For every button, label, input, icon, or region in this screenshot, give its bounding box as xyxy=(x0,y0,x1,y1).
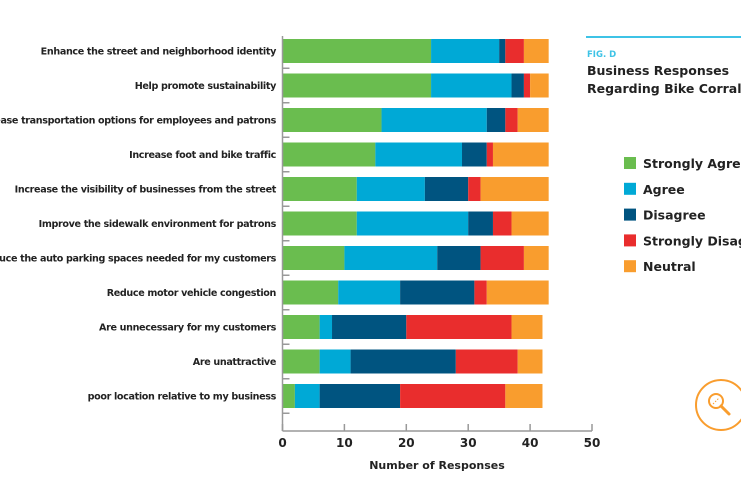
category-label: ease transportation options for employee… xyxy=(0,116,277,127)
bar-segment-strongly-agree xyxy=(282,177,357,201)
bar-segment-agree xyxy=(319,349,351,374)
bar-segment-strongly-agree xyxy=(282,280,339,305)
bar-segment-neutral xyxy=(517,349,543,374)
bar-segment-disagree xyxy=(350,349,456,374)
legend-label: Disagree xyxy=(643,208,706,223)
bar-segment-neutral xyxy=(523,246,549,270)
bars xyxy=(282,39,549,408)
bar-segment-agree xyxy=(431,39,500,63)
bar-segment-strongly-agree xyxy=(282,73,432,98)
bar-segment-agree xyxy=(319,315,333,339)
bar-segment-agree xyxy=(375,142,463,167)
bar-segment-neutral xyxy=(511,211,549,236)
category-label: Are unattractive xyxy=(193,357,277,368)
bar-segment-agree xyxy=(344,246,438,270)
bar-segment-agree xyxy=(356,177,425,201)
bar-segment-disagree xyxy=(424,177,469,201)
bar-segment-neutral xyxy=(486,280,549,305)
category-label: Enhance the street and neighborhood iden… xyxy=(41,47,277,58)
category-label: educe the auto parking spaces needed for… xyxy=(0,254,277,265)
bar-segment-disagree xyxy=(511,73,524,98)
bar-segment-agree xyxy=(338,280,401,305)
bar-segment-strongly-agree xyxy=(282,142,376,167)
bar-segment-strongly-disagree xyxy=(400,384,506,408)
legend-label: Strongly Disagree xyxy=(643,233,741,248)
bar-segment-disagree xyxy=(462,142,487,167)
bar-segment-strongly-disagree xyxy=(468,177,481,201)
bar-segment-disagree xyxy=(486,108,506,132)
bar-segment-disagree xyxy=(319,384,401,408)
magnifier-icon[interactable] xyxy=(695,379,741,431)
bar-segment-strongly-agree xyxy=(282,384,295,408)
legend-label: Agree xyxy=(643,182,685,197)
bar-segment-strongly-agree xyxy=(282,246,345,270)
x-tick-label: 0 xyxy=(278,436,286,450)
bar-segment-strongly-disagree xyxy=(474,280,487,305)
bar-segment-disagree xyxy=(499,39,506,63)
bar-segment-disagree xyxy=(400,280,475,305)
bar-segment-neutral xyxy=(517,108,549,132)
category-label: Increase the visibility of businesses fr… xyxy=(15,185,277,196)
legend-swatch xyxy=(624,182,636,195)
bar-segment-strongly-agree xyxy=(282,211,357,236)
x-tick-label: 40 xyxy=(522,436,539,450)
category-label: Improve the sidewalk environment for pat… xyxy=(39,219,277,230)
category-label: poor location relative to my business xyxy=(88,392,277,403)
bar-segment-disagree xyxy=(468,211,493,236)
bar-segment-neutral xyxy=(480,177,549,201)
bar-segment-strongly-disagree xyxy=(492,211,512,236)
category-label: Increase foot and bike traffic xyxy=(129,150,277,161)
category-label: Are unnecessary for my customers xyxy=(99,323,277,334)
x-axis-label: Number of Responses xyxy=(369,459,505,472)
x-tick-label: 50 xyxy=(584,436,601,450)
x-axis: 0 10 20 30 40 50 xyxy=(278,36,600,450)
legend: Strongly Agree Agree Disagree Strongly Disa… xyxy=(624,156,741,274)
legend-label: Strongly Agree xyxy=(643,156,741,171)
bar-segment-neutral xyxy=(505,384,543,408)
category-label: Reduce motor vehicle congestion xyxy=(107,288,277,299)
category-label: Help promote sustainability xyxy=(135,81,277,92)
bar-segment-neutral xyxy=(511,315,543,339)
chart-title-line1: Business Responses xyxy=(587,63,729,78)
bar-segment-disagree xyxy=(332,315,407,339)
bar-segment-agree xyxy=(356,211,469,236)
legend-swatch xyxy=(624,208,636,221)
figure-label: FIG. D xyxy=(587,50,616,60)
chart-title-line2: Regarding Bike Corral xyxy=(587,81,741,96)
bar-segment-strongly-disagree xyxy=(406,315,512,339)
legend-swatch xyxy=(624,260,636,273)
bar-segment-agree xyxy=(381,108,487,132)
bar-segment-strongly-disagree xyxy=(455,349,518,374)
bar-segment-disagree xyxy=(437,246,481,270)
legend-swatch xyxy=(624,234,636,247)
bar-segment-strongly-disagree xyxy=(486,142,493,167)
bar-segment-strongly-agree xyxy=(282,108,382,132)
legend-label: Neutral xyxy=(643,259,696,274)
bar-segment-strongly-agree xyxy=(282,315,320,339)
x-tick-label: 10 xyxy=(336,436,353,450)
bar-segment-strongly-agree xyxy=(282,349,320,374)
bar-segment-neutral xyxy=(492,142,549,167)
bar-segment-agree xyxy=(294,384,320,408)
legend-swatch xyxy=(624,157,636,169)
x-tick-label: 20 xyxy=(398,436,415,450)
bar-segment-strongly-disagree xyxy=(505,39,524,63)
category-labels: Enhance the street and neighborhood iden… xyxy=(0,47,277,403)
bar-segment-agree xyxy=(431,73,512,98)
bar-segment-strongly-agree xyxy=(282,39,432,63)
bar-segment-strongly-disagree xyxy=(505,108,518,132)
bar-segment-strongly-disagree xyxy=(523,73,531,98)
bar-segment-neutral xyxy=(523,39,549,63)
bar-segment-neutral xyxy=(530,73,549,98)
x-tick-label: 30 xyxy=(460,436,477,450)
bar-segment-strongly-disagree xyxy=(480,246,524,270)
